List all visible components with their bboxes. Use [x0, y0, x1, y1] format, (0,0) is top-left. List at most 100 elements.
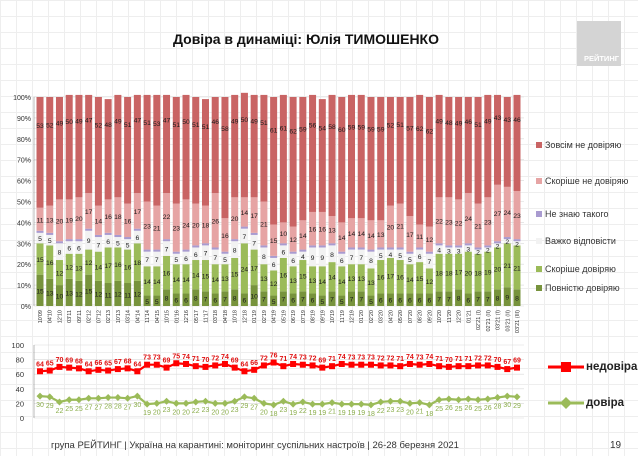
data-point — [212, 362, 219, 369]
data-point — [105, 367, 112, 374]
bar-segment — [46, 205, 54, 233]
data-label: 7 — [145, 257, 149, 264]
bar-segment — [435, 253, 443, 292]
data-label: 6 — [184, 256, 188, 263]
bar-segment — [464, 193, 472, 244]
bar-segment — [172, 251, 180, 254]
data-label: 23 — [513, 213, 521, 220]
data-label: 57 — [406, 125, 414, 132]
data-label: 46 — [211, 119, 219, 126]
data-label: 8 — [194, 296, 198, 303]
data-label: 7 — [350, 297, 354, 304]
x-tick-label: 10'13 — [116, 310, 122, 323]
bar-segment — [279, 291, 287, 306]
bar-segment — [114, 197, 122, 235]
bar-segment — [172, 97, 180, 204]
bar-segment — [338, 97, 346, 223]
data-point — [250, 394, 258, 402]
bar-segment — [377, 260, 385, 294]
bar-segment — [328, 262, 336, 292]
x-tick-label: 07'12 — [96, 310, 102, 323]
data-label: 71 — [192, 356, 200, 363]
data-label: 51 — [260, 120, 268, 127]
data-label: 23 — [387, 407, 395, 414]
bar-segment — [318, 266, 326, 296]
data-label: 14 — [95, 264, 103, 271]
data-label: 11 — [124, 293, 131, 300]
bar-segment — [240, 92, 248, 198]
data-label: 7 — [262, 297, 266, 304]
data-label: 64 — [36, 361, 44, 368]
data-point — [221, 399, 229, 407]
bar-segment — [348, 291, 356, 306]
bar-segment — [211, 193, 219, 248]
data-label: 14 — [367, 233, 375, 240]
data-label: 43 — [494, 115, 502, 122]
bar-segment — [455, 289, 463, 306]
data-label: 10 — [250, 294, 258, 301]
data-label: 8 — [58, 250, 62, 257]
bar-segment — [289, 266, 297, 294]
data-label: 49 — [231, 119, 239, 126]
x-tick-label: 05'20 — [398, 310, 404, 323]
data-point — [503, 392, 511, 400]
bar-segment — [182, 199, 190, 250]
data-label: 18 — [270, 411, 278, 418]
bar-segment — [85, 94, 93, 194]
y-tick-label: 60 — [16, 370, 24, 379]
data-label: 7 — [350, 255, 354, 262]
data-point — [124, 365, 131, 372]
data-label: 47 — [134, 117, 142, 124]
bar-segment — [36, 243, 44, 275]
data-label: 21 — [153, 226, 161, 233]
data-point — [396, 397, 404, 405]
data-label: 17 — [387, 274, 395, 281]
data-point — [66, 364, 73, 371]
data-point — [445, 363, 452, 370]
data-label: 73 — [143, 355, 151, 362]
bar-segment — [338, 295, 346, 306]
data-point — [484, 395, 492, 403]
bar-segment — [386, 205, 394, 248]
x-tick-label: 04'18 — [223, 310, 229, 323]
data-label: 48 — [445, 120, 453, 127]
bar-segment — [65, 278, 73, 306]
bar-segment — [270, 270, 278, 296]
bar-segment — [94, 97, 102, 206]
bar-segment — [484, 245, 492, 248]
bar-segment — [464, 293, 472, 306]
data-label: 20 — [192, 222, 200, 229]
bar-segment — [163, 255, 171, 290]
bar-segment — [46, 234, 54, 246]
data-label: 17 — [250, 213, 258, 220]
bar-segment — [435, 94, 443, 198]
data-label: 59 — [299, 127, 307, 134]
bar-segment — [484, 291, 492, 306]
data-label: 13 — [46, 290, 54, 297]
data-label: 3 — [447, 249, 451, 256]
data-point — [445, 395, 453, 403]
legend-swatch — [536, 178, 542, 184]
data-point — [231, 397, 239, 405]
bar-segment — [386, 249, 394, 258]
data-label: 72 — [260, 355, 268, 362]
x-tick-label: 02'21 (II) — [486, 310, 492, 332]
bar-segment — [445, 247, 453, 254]
data-label: 16 — [104, 214, 112, 221]
x-tick-label: 12'20 — [457, 310, 463, 323]
data-point — [357, 400, 365, 408]
data-label: 19 — [357, 410, 365, 417]
x-tick-label: 03'21 (I) — [496, 310, 502, 330]
data-point — [406, 399, 414, 407]
bar-segment — [406, 253, 414, 265]
data-label: 14 — [328, 275, 336, 282]
data-label: 18 — [445, 271, 453, 278]
data-label: 21 — [503, 263, 511, 270]
bar-segment — [396, 97, 404, 204]
data-point — [280, 363, 287, 370]
bar-segment — [114, 247, 122, 281]
legend-item-fully-distrust: Зовсім не довіряю — [536, 140, 621, 150]
bar-segment — [416, 247, 424, 250]
data-label: 6 — [194, 252, 198, 259]
data-label: 71 — [396, 356, 404, 363]
